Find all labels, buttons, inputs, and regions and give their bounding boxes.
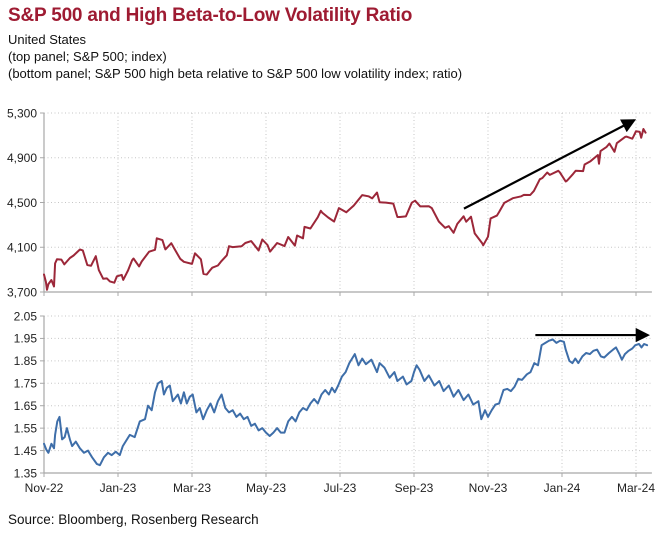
subtitle-line-bottom-panel: (bottom panel; S&P 500 high beta relativ… [8,66,463,81]
x-axis-label: Jan-23 [100,481,137,495]
x-axis-label: Mar-24 [617,481,655,495]
y-axis-label: 4,100 [7,241,37,255]
source-text: Source: Bloomberg, Rosenberg Research [8,512,259,527]
x-axis-label: Nov-23 [469,481,508,495]
x-axis-label: Jan-24 [544,481,581,495]
subtitle-line-top-panel: (top panel; S&P 500; index) [8,49,167,64]
x-axis-label: May-23 [246,481,286,495]
sp500-line [43,128,647,291]
x-axis-label: Jul-23 [324,481,357,495]
y-axis-label: 5,300 [7,106,37,120]
y-axis-label: 1.35 [14,466,38,480]
uptrend-arrow [463,119,637,210]
chart-subtitle: United States (top panel; S&P 500; index… [8,31,462,82]
bottom-panel-ratio: 2.05 1.95 1.85 1.75 1.65 1.55 1.45 1.35 [14,309,652,480]
x-axis-label: Nov-22 [25,481,64,495]
y-axis-label: 1.55 [14,421,38,435]
y-axis-label: 1.65 [14,399,38,413]
y-axis-label: 4,900 [7,151,37,165]
top-panel-sp500: 5,300 4,900 4,500 4,100 3,700 [7,106,652,299]
x-axis-labels: Nov-22 Jan-23 Mar-23 May-23 Jul-23 Sep-23 Nov-… [25,481,656,495]
y-axis-label: 3,700 [7,285,37,299]
y-axis-label: 1.75 [14,377,38,391]
chart-title: S&P 500 and High Beta-to-Low Volatility … [8,5,413,26]
chart-canvas: 5,300 4,900 4,500 4,100 3,700 2.05 1.95 1.85 1.… [7,106,656,495]
y-axis-label: 1.95 [14,332,38,346]
y-axis-label: 4,500 [7,196,37,210]
high-beta-low-vol-ratio-line [43,338,649,467]
x-axis-label: Sep-23 [395,481,434,495]
y-axis-label: 1.45 [14,444,38,458]
y-axis-label: 1.85 [14,354,38,368]
x-axis-label: Mar-23 [173,481,211,495]
y-axis-label: 2.05 [14,309,38,323]
subtitle-line-country: United States [8,32,87,47]
